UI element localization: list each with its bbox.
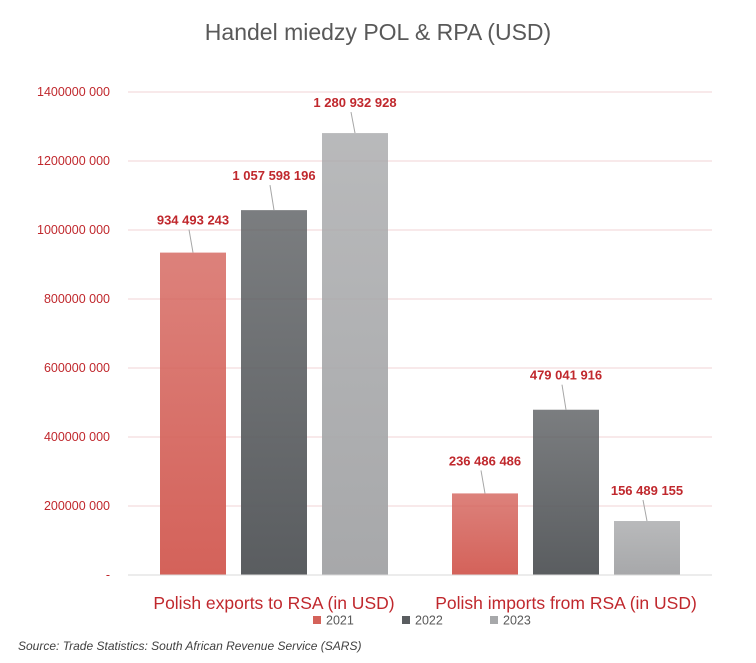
legend-label-2022: 2022 — [415, 614, 443, 628]
y-tick-label: 200000 000 — [44, 499, 110, 513]
legend-label-2021: 2021 — [326, 614, 354, 628]
leader-line — [188, 229, 194, 253]
legend-swatch-2021 — [313, 616, 321, 624]
y-tick-label: 1400000 000 — [37, 85, 110, 99]
data-label: 1 057 598 196 — [232, 168, 315, 183]
bar-2022-imports — [533, 409, 599, 575]
bar-2023-exports — [322, 133, 388, 576]
bar-2023-imports — [614, 521, 680, 575]
y-tick-label: 1000000 000 — [37, 223, 110, 237]
bar-2022-exports — [241, 210, 307, 576]
legend: 2021 2022 2023 — [313, 614, 531, 628]
leader-line — [561, 384, 567, 410]
legend-label-2023: 2023 — [503, 614, 531, 628]
data-label: 236 486 486 — [449, 453, 521, 468]
bars — [160, 133, 680, 576]
category-label: Polish exports to RSA (in USD) — [153, 593, 394, 613]
leader-line — [480, 470, 486, 494]
data-label: 479 041 916 — [530, 368, 602, 383]
data-label: 156 489 155 — [611, 483, 683, 498]
data-labels: 934 493 243 1 057 598 196 1 280 932 928 236… — [157, 95, 683, 498]
legend-swatch-2022 — [402, 616, 410, 624]
leader-line — [269, 185, 275, 211]
label-leader-lines — [188, 111, 648, 522]
y-tick-label: 600000 000 — [44, 361, 110, 375]
legend-swatch-2023 — [490, 616, 498, 624]
chart-title: Handel miedzy POL & RPA (USD) — [205, 19, 551, 45]
category-label: Polish imports from RSA (in USD) — [435, 593, 697, 613]
y-axis-ticks: 1400000 000 1200000 000 1000000 000 800000 … — [37, 85, 110, 582]
leader-line — [642, 499, 648, 522]
bar-2021-imports — [452, 493, 518, 575]
y-tick-label: - — [106, 568, 110, 582]
category-labels: Polish exports to RSA (in USD) Polish imp… — [153, 593, 696, 613]
y-tick-label: 1200000 000 — [37, 154, 110, 168]
y-tick-label: 800000 000 — [44, 292, 110, 306]
bar-2021-exports — [160, 252, 226, 575]
leader-line — [350, 111, 356, 134]
source-note: Source: Trade Statistics: South African … — [18, 639, 361, 653]
y-tick-label: 400000 000 — [44, 430, 110, 444]
data-label: 1 280 932 928 — [313, 95, 396, 110]
data-label: 934 493 243 — [157, 213, 229, 228]
